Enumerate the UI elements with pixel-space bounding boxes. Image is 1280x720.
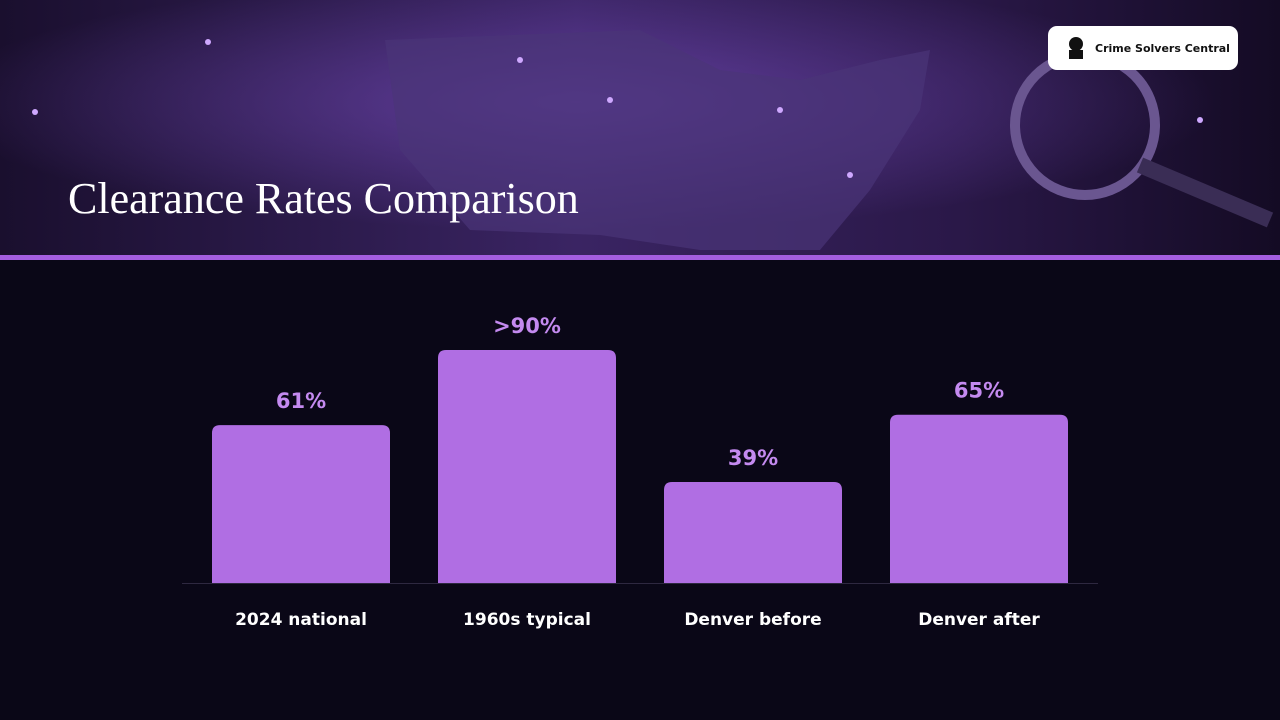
slide-title: Clearance Rates Comparison xyxy=(68,174,579,223)
value-label: 61% xyxy=(276,389,326,413)
bar xyxy=(212,425,390,583)
category-label: 1960s typical xyxy=(463,610,591,630)
value-label: >90% xyxy=(493,314,561,338)
bar xyxy=(438,350,616,583)
logo-badge: Crime Solvers Central xyxy=(1048,26,1238,70)
logo-text: Crime Solvers Central xyxy=(1095,42,1230,55)
value-label: 65% xyxy=(954,379,1004,403)
value-label: 39% xyxy=(728,446,778,470)
bar xyxy=(890,414,1068,583)
category-label: 2024 national xyxy=(235,610,367,630)
category-label: Denver after xyxy=(918,610,1040,630)
category-label: Denver before xyxy=(684,610,821,630)
bar xyxy=(664,482,842,583)
